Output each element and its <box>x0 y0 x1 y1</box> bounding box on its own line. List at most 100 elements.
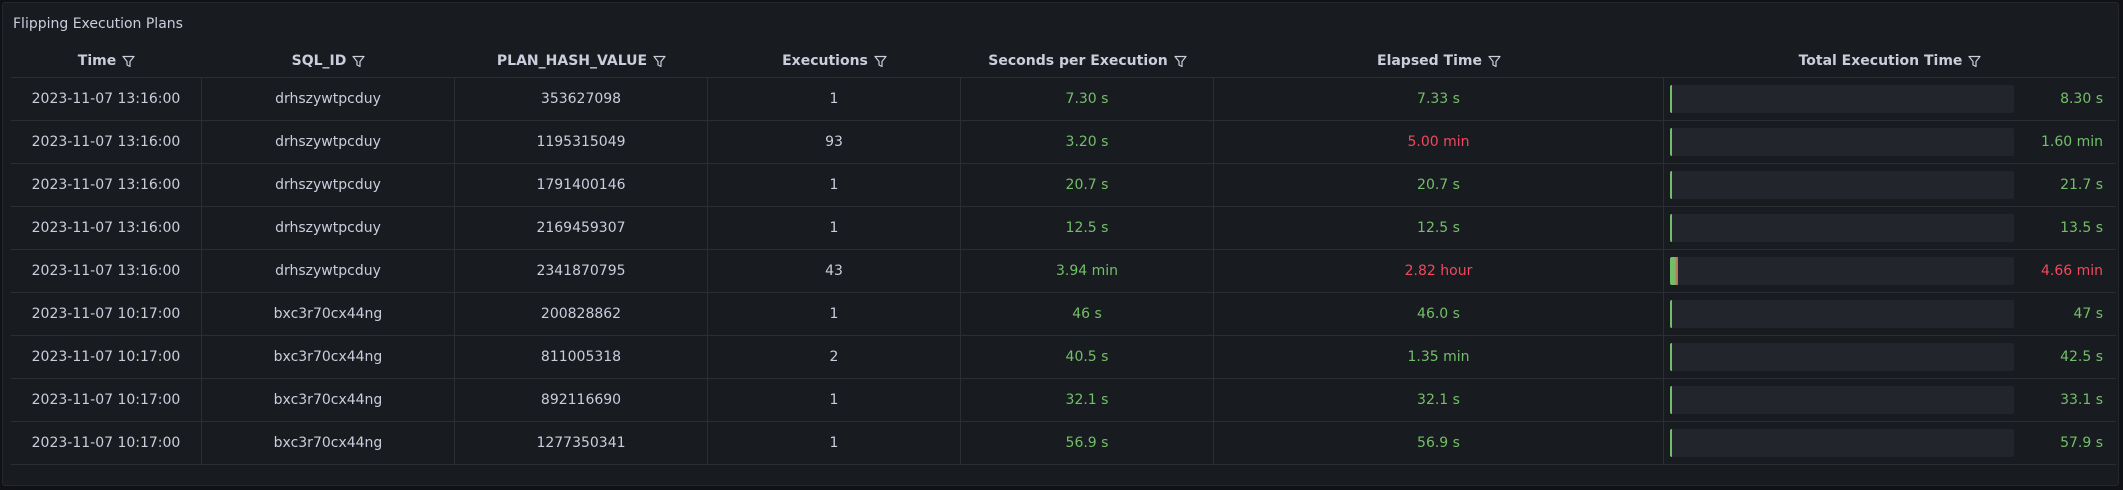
gauge-value: 13.5 s <box>2060 220 2103 236</box>
cell-total-execution-time: 4.66 min <box>1664 250 2116 292</box>
cell-plan-hash-value: 892116690 <box>455 379 708 421</box>
cell-time: 2023-11-07 13:16:00 <box>11 207 202 249</box>
table-row[interactable]: 2023-11-07 13:16:00 drhszywtpcduy 119531… <box>11 121 2116 164</box>
cell-elapsed-time: 12.5 s <box>1214 207 1664 249</box>
column-header-label: Time <box>77 53 117 69</box>
column-header-label: Seconds per Execution <box>988 53 1168 69</box>
column-header-label: Elapsed Time <box>1377 53 1482 69</box>
column-header-label: SQL_ID <box>291 53 347 69</box>
cell-seconds-per-execution: 7.30 s <box>961 78 1214 120</box>
column-header-time[interactable]: Time <box>11 53 202 69</box>
column-header-label: Executions <box>782 53 868 69</box>
gauge-value: 21.7 s <box>2060 177 2103 193</box>
cell-total-execution-time: 57.9 s <box>1664 422 2116 464</box>
cell-time: 2023-11-07 10:17:00 <box>11 293 202 335</box>
cell-time: 2023-11-07 10:17:00 <box>11 379 202 421</box>
column-header-label: PLAN_HASH_VALUE <box>496 53 648 69</box>
filter-icon[interactable] <box>352 55 365 68</box>
gauge-fill <box>1670 171 1672 199</box>
table-row[interactable]: 2023-11-07 10:17:00 bxc3r70cx44ng 811005… <box>11 336 2116 379</box>
cell-sql-id: drhszywtpcduy <box>202 164 455 206</box>
column-header-elapsed-time[interactable]: Elapsed Time <box>1214 53 1664 69</box>
cell-total-execution-time: 47 s <box>1664 293 2116 335</box>
filter-icon[interactable] <box>1174 55 1187 68</box>
cell-elapsed-time: 20.7 s <box>1214 164 1664 206</box>
cell-sql-id: bxc3r70cx44ng <box>202 293 455 335</box>
cell-executions: 1 <box>708 422 961 464</box>
gauge-fill <box>1670 214 1672 242</box>
cell-sql-id: bxc3r70cx44ng <box>202 422 455 464</box>
filter-icon[interactable] <box>1488 55 1501 68</box>
cell-plan-hash-value: 200828862 <box>455 293 708 335</box>
column-header-executions[interactable]: Executions <box>708 53 961 69</box>
gauge-fill <box>1670 300 1672 328</box>
cell-executions: 1 <box>708 78 961 120</box>
cell-elapsed-time: 2.82 hour <box>1214 250 1664 292</box>
column-header-sql-id[interactable]: SQL_ID <box>202 53 455 69</box>
gauge-fill <box>1670 257 1678 285</box>
column-header-total-execution-time[interactable]: Total Execution Time <box>1664 53 2116 69</box>
gauge-fill <box>1670 128 1672 156</box>
table-row[interactable]: 2023-11-07 13:16:00 drhszywtpcduy 353627… <box>11 78 2116 121</box>
cell-sql-id: drhszywtpcduy <box>202 121 455 163</box>
gauge-value: 33.1 s <box>2060 392 2103 408</box>
table-row[interactable]: 2023-11-07 10:17:00 bxc3r70cx44ng 127735… <box>11 422 2116 465</box>
cell-elapsed-time: 56.9 s <box>1214 422 1664 464</box>
gauge-fill <box>1670 343 1672 371</box>
gauge-track <box>1670 300 2014 328</box>
table-body: 2023-11-07 13:16:00 drhszywtpcduy 353627… <box>11 78 2116 465</box>
data-table: Time SQL_ID PLAN_HASH_VALUE Executions S… <box>11 45 2116 465</box>
gauge-fill <box>1670 85 1672 113</box>
cell-executions: 1 <box>708 207 961 249</box>
gauge-fill <box>1670 386 1672 414</box>
cell-executions: 93 <box>708 121 961 163</box>
cell-executions: 1 <box>708 164 961 206</box>
table-row[interactable]: 2023-11-07 13:16:00 drhszywtpcduy 216945… <box>11 207 2116 250</box>
cell-plan-hash-value: 1791400146 <box>455 164 708 206</box>
cell-seconds-per-execution: 32.1 s <box>961 379 1214 421</box>
cell-total-execution-time: 33.1 s <box>1664 379 2116 421</box>
cell-total-execution-time: 8.30 s <box>1664 78 2116 120</box>
panel-title[interactable]: Flipping Execution Plans <box>13 16 183 32</box>
filter-icon[interactable] <box>874 55 887 68</box>
cell-sql-id: bxc3r70cx44ng <box>202 336 455 378</box>
gauge-track <box>1670 171 2014 199</box>
cell-elapsed-time: 7.33 s <box>1214 78 1664 120</box>
cell-seconds-per-execution: 3.94 min <box>961 250 1214 292</box>
gauge-fill <box>1670 429 1672 457</box>
gauge-value: 8.30 s <box>2060 91 2103 107</box>
cell-time: 2023-11-07 13:16:00 <box>11 121 202 163</box>
cell-elapsed-time: 32.1 s <box>1214 379 1664 421</box>
cell-seconds-per-execution: 46 s <box>961 293 1214 335</box>
cell-seconds-per-execution: 12.5 s <box>961 207 1214 249</box>
filter-icon[interactable] <box>653 55 666 68</box>
gauge-track <box>1670 386 2014 414</box>
cell-executions: 1 <box>708 379 961 421</box>
cell-seconds-per-execution: 20.7 s <box>961 164 1214 206</box>
cell-plan-hash-value: 1277350341 <box>455 422 708 464</box>
cell-plan-hash-value: 811005318 <box>455 336 708 378</box>
column-header-label: Total Execution Time <box>1798 53 1963 69</box>
gauge-value: 47 s <box>2073 306 2103 322</box>
table-row[interactable]: 2023-11-07 13:16:00 drhszywtpcduy 234187… <box>11 250 2116 293</box>
column-header-plan-hash-value[interactable]: PLAN_HASH_VALUE <box>455 53 708 69</box>
cell-elapsed-time: 5.00 min <box>1214 121 1664 163</box>
cell-time: 2023-11-07 13:16:00 <box>11 78 202 120</box>
cell-plan-hash-value: 353627098 <box>455 78 708 120</box>
gauge-value: 4.66 min <box>2040 263 2103 279</box>
table-row[interactable]: 2023-11-07 10:17:00 bxc3r70cx44ng 892116… <box>11 379 2116 422</box>
table-row[interactable]: 2023-11-07 13:16:00 drhszywtpcduy 179140… <box>11 164 2116 207</box>
cell-time: 2023-11-07 10:17:00 <box>11 422 202 464</box>
gauge-track <box>1670 257 2014 285</box>
cell-elapsed-time: 46.0 s <box>1214 293 1664 335</box>
table-row[interactable]: 2023-11-07 10:17:00 bxc3r70cx44ng 200828… <box>11 293 2116 336</box>
cell-sql-id: drhszywtpcduy <box>202 78 455 120</box>
cell-plan-hash-value: 2169459307 <box>455 207 708 249</box>
filter-icon[interactable] <box>1968 55 1982 68</box>
filter-icon[interactable] <box>122 55 135 68</box>
cell-seconds-per-execution: 40.5 s <box>961 336 1214 378</box>
column-header-seconds-per-execution[interactable]: Seconds per Execution <box>961 53 1214 69</box>
cell-sql-id: drhszywtpcduy <box>202 250 455 292</box>
table-header: Time SQL_ID PLAN_HASH_VALUE Executions S… <box>11 45 2116 78</box>
